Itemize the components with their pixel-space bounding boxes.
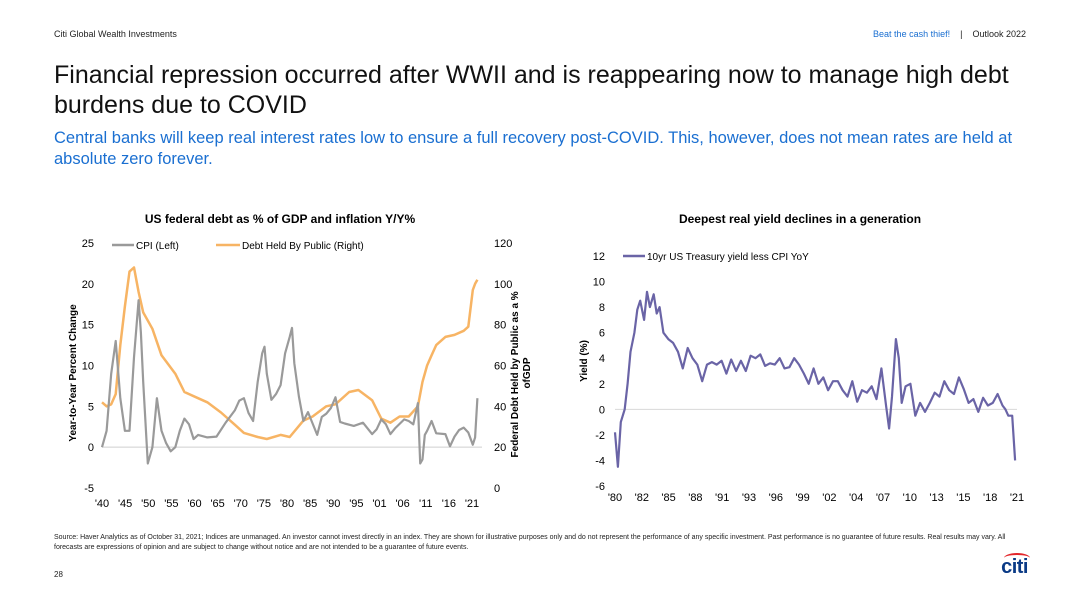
chart1-xtick: '70 xyxy=(234,498,248,510)
chart1-ytick-right: 100 xyxy=(494,279,512,291)
cpi-line xyxy=(100,299,479,465)
chart1-ytick-right: 120 xyxy=(494,238,512,250)
chart1-ytick-right: 20 xyxy=(494,442,506,454)
chart2-xtick: '10 xyxy=(903,492,917,504)
outlook-label: Outlook 2022 xyxy=(972,29,1026,39)
chart1-ytick-right: 0 xyxy=(494,483,500,495)
chart1-ytick-left: 10 xyxy=(82,361,94,373)
legend-cpi-label: CPI (Left) xyxy=(136,241,179,252)
chart1-xtick: '21 xyxy=(465,498,479,510)
chart2-xtick: '96 xyxy=(769,492,783,504)
chart2-xtick: '80 xyxy=(608,492,622,504)
chart1-ylabel-left: Year-to-Year Percent Change xyxy=(68,304,79,442)
chart2-xtick: '15 xyxy=(956,492,970,504)
header-right: Beat the cash thief! | Outlook 2022 xyxy=(873,29,1026,39)
chart1-ytick-left: 20 xyxy=(82,279,94,291)
chart2-lines xyxy=(613,290,1017,468)
chart1-ytick-right: 80 xyxy=(494,320,506,332)
chart1-xtick: '80 xyxy=(280,498,294,510)
yield-line xyxy=(613,290,1017,468)
chart2-ytick: 10 xyxy=(593,277,605,289)
chart1-xtick: '95 xyxy=(349,498,363,510)
chart2-xtick: '18 xyxy=(983,492,997,504)
chart1-ytick-left: 0 xyxy=(88,442,94,454)
chart1-ylabel-right-line2: ofGDP xyxy=(522,357,533,388)
page-subtitle: Central banks will keep real interest ra… xyxy=(54,129,1013,168)
chart2-ytick: 0 xyxy=(599,404,605,416)
chart1-xtick: '60 xyxy=(187,498,201,510)
debt-line xyxy=(101,266,479,441)
chart1-ytick-left: -5 xyxy=(84,483,94,495)
chart1-xtick: '01 xyxy=(372,498,386,510)
chart2-title: Deepest real yield declines in a generat… xyxy=(679,212,921,226)
chart2-ytick: -6 xyxy=(595,481,605,493)
chart2-xtick: '02 xyxy=(822,492,836,504)
debt-inflation-chart: US federal debt as % of GDP and inflatio… xyxy=(68,212,533,510)
tagline-link[interactable]: Beat the cash thief! xyxy=(873,29,951,39)
chart2-xtick: '99 xyxy=(795,492,809,504)
chart2-axes: -6 -4 -2 0 2 4 6 8 10 12 '80 '82 '85 '88 '91 '93 '96 '99 '… xyxy=(593,251,1024,504)
chart1-ytick-left: 5 xyxy=(88,401,94,413)
chart2-ytick: 4 xyxy=(599,353,605,365)
chart1-xtick: '45 xyxy=(118,498,132,510)
chart1-title: US federal debt as % of GDP and inflatio… xyxy=(145,212,416,226)
chart2-xtick: '91 xyxy=(715,492,729,504)
chart2-ytick: 8 xyxy=(599,302,605,314)
chart1-xtick: '65 xyxy=(210,498,224,510)
chart2-xtick: '04 xyxy=(849,492,863,504)
page-number: 28 xyxy=(54,570,63,579)
chart2-ylabel: Yield (%) xyxy=(579,340,590,382)
chart1-xtick: '06 xyxy=(395,498,409,510)
chart1-xtick: '11 xyxy=(419,498,433,510)
logo-arc xyxy=(1004,553,1031,563)
chart1-xtick: '90 xyxy=(326,498,340,510)
chart1-ylabel-right-line1: Federal Debt Held by Public as a % xyxy=(510,291,521,457)
chart2-ytick: 12 xyxy=(593,251,605,263)
chart1-xtick: '55 xyxy=(164,498,178,510)
chart1-ytick-right: 40 xyxy=(494,401,506,413)
chart1-xtick: '50 xyxy=(141,498,155,510)
chart1-ytick-left: 25 xyxy=(82,238,94,250)
chart2-ytick: -2 xyxy=(595,430,605,442)
legend-debt-label: Debt Held By Public (Right) xyxy=(242,241,364,252)
legend-yield-label: 10yr US Treasury yield less CPI YoY xyxy=(647,252,809,263)
header-separator: | xyxy=(960,29,963,39)
citi-logo: citi xyxy=(1001,553,1031,579)
source-footnote: Source: Haver Analytics as of October 31… xyxy=(54,534,1006,551)
chart1-xtick: '85 xyxy=(303,498,317,510)
chart2-xtick: '21 xyxy=(1010,492,1024,504)
chart2-xtick: '85 xyxy=(661,492,675,504)
chart2-xtick: '82 xyxy=(635,492,649,504)
chart1-axes: -5 0 5 10 15 20 25 0 20 40 60 80 100 120 '40 '45 '50 '55 '… xyxy=(82,238,513,510)
real-yield-chart: Deepest real yield declines in a generat… xyxy=(579,212,1024,504)
chart2-ytick: -4 xyxy=(595,455,605,467)
chart2-xtick: '13 xyxy=(929,492,943,504)
chart2-ytick: 6 xyxy=(599,328,605,340)
chart1-ytick-right: 60 xyxy=(494,361,506,373)
chart2-xtick: '88 xyxy=(688,492,702,504)
chart1-lines xyxy=(100,266,479,465)
brand-name: Citi Global Wealth Investments xyxy=(54,29,177,39)
chart1-xtick: '16 xyxy=(442,498,456,510)
page-title: Financial repression occurred after WWII… xyxy=(54,61,1009,119)
chart1-xtick: '75 xyxy=(257,498,271,510)
chart1-ylabel-right: Federal Debt Held by Public as a % ofGDP xyxy=(510,289,533,458)
chart2-ytick: 2 xyxy=(599,379,605,391)
chart2-xtick: '93 xyxy=(742,492,756,504)
chart2-xtick: '07 xyxy=(876,492,890,504)
chart1-xtick: '40 xyxy=(95,498,109,510)
chart1-ytick-left: 15 xyxy=(82,320,94,332)
